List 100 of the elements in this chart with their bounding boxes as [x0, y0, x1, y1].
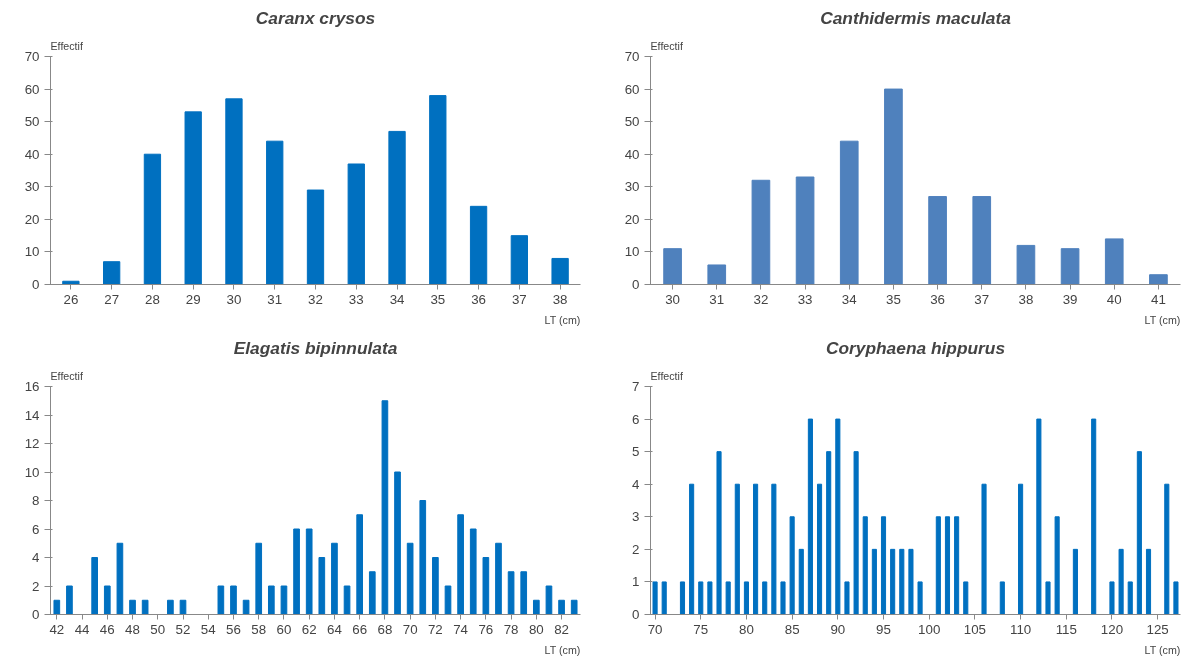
- y-tick-label: 30: [24, 179, 40, 195]
- y-axis-title: Effectif: [50, 369, 83, 382]
- y-tick-label: 50: [24, 114, 40, 130]
- x-tick-label: 40: [1106, 291, 1122, 307]
- y-tick-label: 0: [632, 277, 640, 292]
- x-tick-label: 30: [226, 291, 242, 307]
- x-tick-label: 54: [200, 621, 217, 637]
- y-tick-label: 4: [32, 550, 41, 565]
- x-tick-label: 100: [918, 621, 941, 637]
- x-tick-label: 27: [104, 291, 120, 307]
- x-tick-label: 35: [430, 291, 446, 307]
- x-tick-label: 31: [709, 291, 725, 307]
- x-tick-label: 74: [453, 621, 469, 637]
- x-tick-label: 38: [1018, 291, 1034, 307]
- x-tick-label: 72: [427, 621, 443, 637]
- x-tick-label: 125: [1146, 621, 1169, 637]
- x-tick-label: 70: [402, 621, 418, 637]
- y-tick-label: 10: [24, 244, 40, 260]
- x-tick-label: 32: [308, 291, 323, 307]
- x-tick-label: 56: [226, 621, 241, 637]
- y-tick-label: 5: [632, 444, 640, 460]
- x-tick-label: 48: [125, 621, 140, 637]
- x-tick-label: 36: [471, 291, 486, 307]
- y-axis-title: Effectif: [50, 39, 83, 52]
- y-tick-label: 4: [632, 476, 641, 492]
- y-tick-label: 14: [24, 407, 41, 423]
- x-tick-label: 80: [528, 621, 544, 637]
- x-tick-label: 31: [267, 291, 283, 307]
- y-tick-label: 20: [624, 211, 640, 227]
- x-tick-label: 34: [389, 291, 406, 307]
- x-tick-label: 82: [554, 621, 569, 637]
- x-tick-label: 32: [753, 291, 769, 307]
- y-tick-label: 12: [24, 436, 40, 451]
- x-tick-label: 62: [301, 621, 317, 637]
- x-tick-label: 42: [49, 621, 65, 637]
- x-tick-label: 78: [503, 621, 519, 637]
- y-tick-label: 16: [24, 379, 40, 394]
- y-tick-label: 0: [32, 607, 40, 622]
- y-tick-label: 60: [24, 81, 40, 97]
- y-tick-label: 8: [32, 493, 40, 508]
- x-tick-label: 34: [841, 291, 858, 307]
- y-tick-label: 60: [624, 81, 640, 97]
- chart-title: Elagatis bipinnulata: [233, 337, 398, 358]
- x-tick-label: 50: [150, 621, 166, 637]
- x-tick-label: 120: [1100, 621, 1124, 637]
- x-tick-label: 36: [930, 291, 945, 307]
- x-tick-label: 29: [185, 291, 201, 307]
- x-tick-label: 90: [830, 621, 846, 637]
- y-tick-label: 40: [24, 146, 40, 162]
- x-tick-label: 37: [511, 291, 527, 307]
- x-tick-label: 39: [1062, 291, 1078, 307]
- x-axis-title: LT (cm): [1144, 643, 1181, 656]
- x-tick-label: 60: [276, 621, 292, 637]
- y-axis-title: Effectif: [650, 369, 683, 382]
- x-tick-label: 58: [251, 621, 267, 637]
- x-tick-label: 85: [784, 621, 800, 637]
- y-tick-label: 10: [624, 244, 640, 260]
- x-tick-label: 68: [377, 621, 393, 637]
- y-tick-label: 2: [632, 541, 640, 557]
- y-tick-label: 6: [32, 521, 40, 537]
- x-axis-title: LT (cm): [544, 643, 581, 656]
- x-tick-label: 44: [74, 621, 91, 637]
- y-tick-label: 70: [624, 49, 640, 64]
- x-axis-title: LT (cm): [1144, 313, 1181, 326]
- x-tick-label: 37: [974, 291, 990, 307]
- x-tick-label: 33: [797, 291, 813, 307]
- y-tick-label: 2: [32, 578, 40, 594]
- y-tick-label: 0: [632, 607, 640, 622]
- chart-title: Coryphaena hippurus: [825, 337, 1006, 358]
- y-tick-label: 6: [632, 411, 640, 427]
- y-tick-label: 20: [24, 211, 40, 227]
- x-tick-label: 33: [348, 291, 364, 307]
- y-tick-label: 30: [624, 179, 640, 195]
- x-tick-label: 38: [552, 291, 568, 307]
- x-tick-label: 26: [63, 291, 79, 307]
- x-tick-label: 64: [327, 621, 343, 637]
- y-axis-title: Effectif: [650, 39, 683, 52]
- x-tick-label: 41: [1151, 291, 1166, 307]
- y-tick-label: 40: [624, 146, 640, 162]
- x-tick-label: 95: [876, 621, 891, 637]
- x-tick-label: 46: [99, 621, 115, 637]
- x-tick-label: 75: [693, 621, 709, 637]
- x-tick-label: 110: [1009, 621, 1032, 637]
- x-tick-label: 76: [478, 621, 494, 637]
- chart-title: Caranx crysos: [255, 7, 376, 28]
- x-tick-label: 115: [1055, 621, 1077, 637]
- x-tick-label: 70: [647, 621, 663, 637]
- x-tick-label: 105: [963, 621, 987, 637]
- y-tick-label: 50: [624, 114, 640, 130]
- x-tick-label: 66: [352, 621, 368, 637]
- x-tick-label: 52: [175, 621, 191, 637]
- x-axis-title: LT (cm): [544, 313, 581, 326]
- x-tick-label: 28: [145, 291, 160, 307]
- y-tick-label: 3: [632, 509, 640, 525]
- y-tick-label: 1: [632, 574, 640, 590]
- x-tick-label: 35: [886, 291, 901, 307]
- y-tick-label: 7: [632, 379, 640, 394]
- chart-title: Canthidermis maculata: [820, 7, 1012, 28]
- y-tick-label: 70: [24, 49, 40, 64]
- y-tick-label: 10: [24, 464, 40, 480]
